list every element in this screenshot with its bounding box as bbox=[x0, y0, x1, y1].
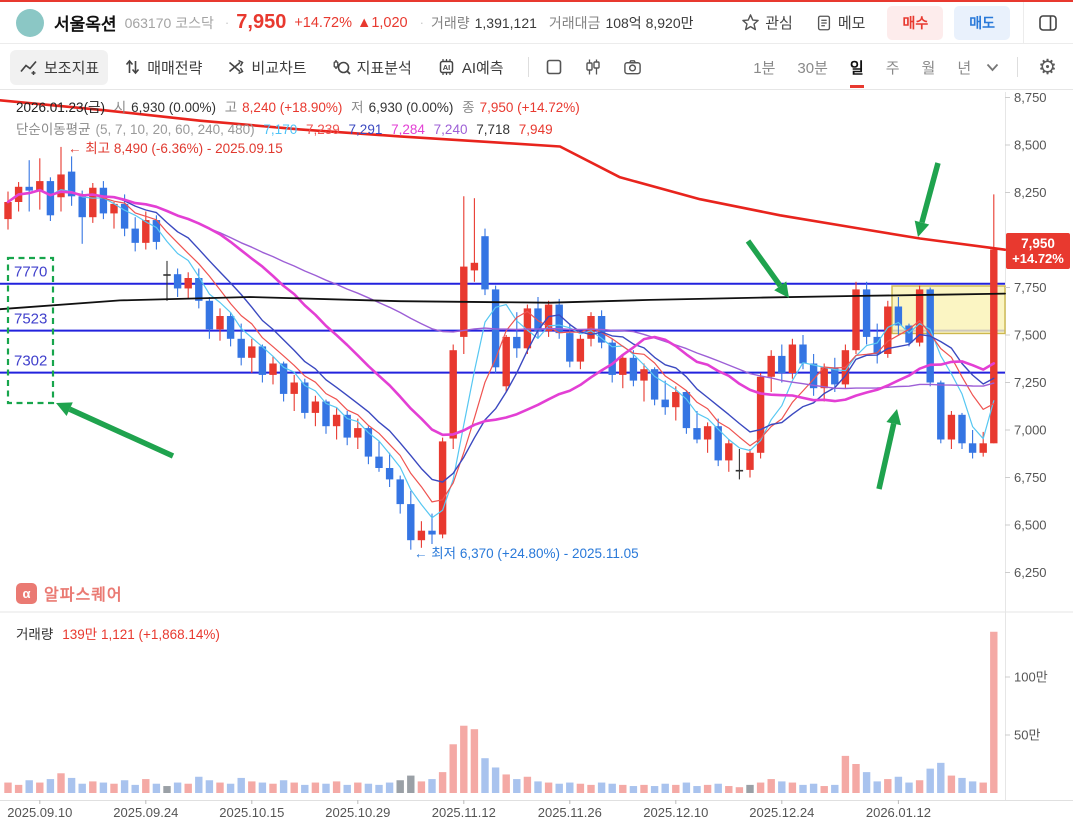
svg-text:7,500: 7,500 bbox=[1014, 328, 1047, 343]
change-amount: ▲1,020 bbox=[356, 14, 408, 31]
divider bbox=[1023, 1, 1024, 44]
volume-label: 거래량 bbox=[430, 14, 470, 31]
toolbar-button-compare[interactable]: 비교차트 bbox=[218, 50, 315, 85]
svg-text:2025.11.26: 2025.11.26 bbox=[538, 805, 602, 820]
toolbar-button-label: 보조지표 bbox=[44, 59, 100, 77]
svg-text:50만: 50만 bbox=[1014, 728, 1040, 743]
svg-text:6,750: 6,750 bbox=[1014, 470, 1047, 485]
volume-value: 1,391,121 bbox=[474, 14, 537, 31]
svg-text:2025.09.10: 2025.09.10 bbox=[7, 805, 72, 820]
stock-logo-avatar bbox=[16, 8, 44, 37]
change-percent: +14.72% bbox=[294, 14, 352, 31]
settings-gear-icon[interactable]: ⚙ bbox=[1038, 55, 1057, 79]
separator-dot: · bbox=[419, 15, 424, 30]
chart-frame bbox=[0, 92, 1073, 801]
watchlist-label: 관심 bbox=[765, 15, 793, 32]
sell-button[interactable]: 매도 bbox=[954, 5, 1010, 40]
memo-button[interactable]: 메모 bbox=[815, 12, 866, 33]
svg-text:+14.72%: +14.72% bbox=[1012, 251, 1064, 266]
toolbar-button-label: 지표분석 bbox=[356, 59, 412, 77]
svg-text:2025.11.12: 2025.11.12 bbox=[432, 805, 496, 820]
timeframe-30분[interactable]: 30분 bbox=[797, 59, 828, 77]
header-actions: 관심 메모 매수 매도 bbox=[741, 1, 1073, 44]
divider bbox=[527, 57, 529, 77]
drawing-tool-button[interactable] bbox=[537, 52, 571, 82]
timeframe-월[interactable]: 월 bbox=[921, 59, 936, 77]
toolbar-buttons: 보조지표 매매전략 비교차트 지표분석 AI AI예측 bbox=[10, 49, 520, 85]
divider bbox=[1017, 57, 1019, 77]
svg-text:7,250: 7,250 bbox=[1014, 375, 1047, 390]
timeframe-more-button[interactable] bbox=[986, 63, 999, 72]
side-panel-toggle[interactable] bbox=[1037, 12, 1059, 34]
current-price: 7,950 bbox=[236, 11, 287, 33]
watchlist-button[interactable]: 관심 bbox=[741, 12, 793, 33]
moving-average-lines bbox=[0, 99, 1007, 519]
svg-text:2025.10.15: 2025.10.15 bbox=[219, 805, 284, 820]
timeframe-list: 1분 30분 일 주 월 년 bbox=[742, 45, 982, 90]
memo-icon bbox=[817, 15, 830, 30]
svg-text:2025.12.10: 2025.12.10 bbox=[643, 805, 708, 820]
accent-top-line bbox=[0, 0, 1073, 2]
svg-text:2025.10.29: 2025.10.29 bbox=[325, 805, 390, 820]
svg-text:100만: 100만 bbox=[1014, 670, 1048, 685]
timeframe-년[interactable]: 년 bbox=[957, 59, 972, 77]
svg-text:8,500: 8,500 bbox=[1014, 138, 1047, 153]
volume-bars bbox=[4, 631, 998, 793]
svg-text:← 최저 6,370 (+24.80%) - 2025.11: ← 최저 6,370 (+24.80%) - 2025.11.05 bbox=[414, 546, 639, 561]
toolbar-button-label: 매매전략 bbox=[147, 59, 203, 77]
svg-text:7770: 7770 bbox=[14, 264, 47, 281]
svg-text:7,750: 7,750 bbox=[1014, 280, 1047, 295]
square-icon bbox=[546, 59, 561, 75]
star-plus-icon bbox=[742, 14, 760, 31]
extreme-price-annotations: ← 최고 8,490 (-6.36%) - 2025.09.15 ← 최저 6,3… bbox=[68, 141, 639, 561]
svg-text:7523: 7523 bbox=[14, 311, 47, 328]
svg-text:8,250: 8,250 bbox=[1014, 185, 1047, 200]
stock-header: 서울옥션 063170 코스닥 · 7,950 +14.72% ▲1,020 ·… bbox=[0, 1, 1073, 44]
svg-text:2026.01.12: 2026.01.12 bbox=[866, 805, 931, 820]
screenshot-button[interactable] bbox=[615, 52, 650, 82]
svg-text:6,500: 6,500 bbox=[1014, 518, 1047, 533]
timeframe-1분[interactable]: 1분 bbox=[753, 59, 776, 77]
timeframe-controls: 1분 30분 일 주 월 년 ⚙ bbox=[742, 45, 1073, 90]
toolbar-button-label: AI예측 bbox=[461, 59, 504, 77]
toolbar-button-label: 비교차트 bbox=[251, 59, 307, 77]
dashed-annotation-box: 7770 7523 7302 bbox=[6, 256, 55, 405]
svg-text:7302: 7302 bbox=[14, 353, 47, 370]
toolbar-button-indicator[interactable]: 보조지표 bbox=[10, 49, 109, 85]
candlestick-icon bbox=[585, 59, 600, 75]
trade-value: 108억 8,920만 bbox=[605, 14, 694, 31]
date-axis: 2025.09.10 2025.09.24 2025.10.15 2025.10.29… bbox=[7, 800, 931, 820]
price-axis: 8,750 8,500 8,250 7,750 7,500 7,250 7,000 6,750… bbox=[1005, 90, 1048, 743]
current-price-badge: 7,950+14.72% bbox=[1006, 233, 1070, 269]
svg-text:7,950: 7,950 bbox=[1021, 236, 1055, 251]
stock-name: 서울옥션 bbox=[54, 15, 117, 34]
svg-text:7,000: 7,000 bbox=[1014, 423, 1047, 438]
camera-icon bbox=[623, 60, 641, 75]
chevron-down-icon bbox=[987, 63, 999, 71]
timeframe-일[interactable]: 일 bbox=[849, 46, 864, 88]
trade-value-label: 거래대금 bbox=[548, 14, 601, 31]
toolbar-button-strategy[interactable]: 매매전략 bbox=[115, 50, 211, 85]
chart-type-button[interactable] bbox=[576, 52, 610, 82]
separator-dot: · bbox=[224, 15, 230, 30]
svg-text:2025.09.24: 2025.09.24 bbox=[113, 805, 178, 820]
svg-text:AI: AI bbox=[443, 63, 451, 72]
panel-icon bbox=[1039, 14, 1057, 31]
toolbar-button-analysis[interactable]: 지표분석 bbox=[323, 50, 421, 85]
svg-text:← 최고 8,490 (-6.36%) - 2025.09.: ← 최고 8,490 (-6.36%) - 2025.09.15 bbox=[68, 141, 283, 156]
annotation-arrows bbox=[56, 162, 941, 490]
stock-code: 063170 bbox=[124, 14, 172, 31]
toolbar-button-ai-predict[interactable]: AI AI예측 bbox=[428, 50, 513, 85]
svg-text:2025.12.24: 2025.12.24 bbox=[749, 805, 814, 820]
buy-button[interactable]: 매수 bbox=[887, 5, 944, 40]
chart-toolbar: 보조지표 매매전략 비교차트 지표분석 AI AI예측 1분 30분 일 주 월 년 ⚙ bbox=[0, 45, 1073, 90]
svg-text:8,750: 8,750 bbox=[1014, 90, 1047, 105]
svg-text:6,250: 6,250 bbox=[1014, 565, 1047, 580]
memo-label: 메모 bbox=[837, 15, 866, 32]
stock-market: 코스닥 bbox=[175, 14, 214, 31]
timeframe-주[interactable]: 주 bbox=[885, 59, 900, 77]
